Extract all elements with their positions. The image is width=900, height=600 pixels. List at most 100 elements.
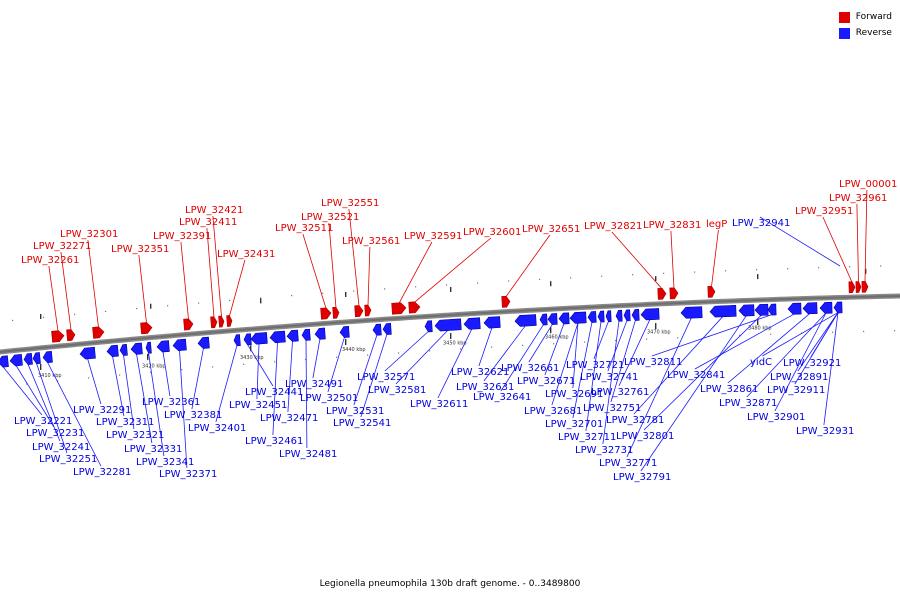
forward-gene (391, 302, 407, 315)
reverse-gene-label: LPW_32231 (26, 428, 84, 439)
minor-mark (291, 295, 293, 297)
reverse-gene-label: LPW_32741 (580, 372, 638, 383)
leader-line (551, 322, 579, 406)
reverse-gene-label: LPW_32611 (410, 399, 468, 410)
forward-legend-label: Forward (855, 12, 892, 22)
minor-mark (663, 272, 665, 274)
reverse-gene-label: LPW_32361 (142, 397, 200, 408)
leader-line (302, 233, 327, 309)
major-tick-top (865, 268, 867, 274)
leader-line (633, 316, 724, 415)
legend-forward: Forward (838, 9, 892, 25)
reverse-gene-label: LPW_32501 (300, 393, 358, 404)
minor-mark (105, 310, 107, 312)
reverse-gene (767, 303, 777, 316)
forward-gene-label: LPW_32651 (522, 224, 580, 235)
reverse-gene-label: LPW_32471 (260, 413, 318, 424)
reverse-gene (119, 343, 128, 356)
major-tick-top (260, 298, 262, 304)
leader-line (437, 328, 473, 399)
leader-line (47, 362, 102, 467)
reverse-gene (514, 314, 537, 327)
tick-label: 3480 kbp (748, 325, 772, 331)
forward-gene-label: LPW_32601 (463, 227, 521, 238)
forward-gene (707, 285, 716, 298)
reverse-gene (802, 302, 818, 315)
reverse-gene (605, 310, 612, 323)
major-tick-bottom (250, 345, 252, 352)
reverse-gene-label: LPW_32291 (73, 405, 131, 416)
minor-mark (26, 383, 28, 385)
leader-line (212, 215, 222, 317)
minor-mark (756, 269, 758, 271)
reverse-gene-label: LPW_32721 (566, 360, 624, 371)
minor-mark (74, 313, 76, 315)
reverse-gene-label: LPW_32861 (700, 384, 758, 395)
minor-mark (336, 356, 338, 358)
reverse-gene (539, 313, 548, 326)
leader-line (348, 208, 360, 307)
minor-mark (415, 286, 417, 288)
legend-reverse: Reverse (838, 25, 892, 41)
minor-mark (508, 280, 510, 282)
reverse-gene-label: LPW_32901 (747, 412, 805, 423)
tick-label: 3460 kbp (545, 335, 569, 341)
reverse-gene-label: LPW_32281 (73, 467, 131, 478)
leader-line (528, 323, 553, 363)
minor-mark (677, 337, 679, 339)
leader-line (327, 336, 345, 393)
major-tick-top (757, 274, 759, 280)
reverse-gene (587, 311, 597, 323)
reverse-gene (233, 334, 241, 347)
major-tick-top (150, 303, 152, 309)
major-tick-bottom (450, 333, 452, 339)
leader-line (2, 366, 43, 416)
leader-line (398, 241, 433, 304)
leader-line (822, 216, 853, 283)
leader-line (602, 320, 620, 445)
minor-mark (181, 369, 183, 371)
minor-mark (584, 341, 586, 343)
reverse-gene (424, 320, 433, 333)
leader-line (180, 241, 189, 320)
reverse-top-gene-label: LPW_32941 (732, 218, 790, 229)
reverse-gene (754, 303, 769, 316)
reverse-gene-label: LPW_32251 (39, 454, 97, 465)
reverse-gene-label: LPW_32221 (14, 416, 72, 427)
leader-line (823, 312, 839, 426)
leader-line (256, 343, 260, 400)
reverse-gene (9, 353, 23, 367)
major-tick-bottom (147, 353, 149, 360)
forward-gene (669, 287, 679, 300)
reverse-gene-label: LPW_32781 (606, 415, 664, 426)
reverse-gene-label: LPW_32661 (501, 363, 559, 374)
leader-line (395, 329, 449, 385)
reverse-gene (615, 309, 623, 322)
reverse-gene-label: LPW_32571 (357, 372, 415, 383)
minor-mark (460, 348, 462, 350)
tick-label: 3470 kbp (647, 330, 671, 336)
leader-line (48, 265, 59, 332)
tick-label: 3410 kbp (38, 373, 62, 379)
gene-arrows (0, 280, 869, 368)
major-tick-top (450, 287, 452, 292)
minor-mark (198, 302, 200, 304)
reverse-gene (32, 352, 41, 365)
leader-line (206, 227, 215, 318)
minor-mark (12, 319, 14, 321)
minor-mark (384, 288, 386, 290)
reverse-gene-label: LPW_32841 (667, 370, 725, 381)
leader-line (87, 239, 99, 328)
forward-gene-label: LPW_32561 (342, 236, 400, 247)
reverse-gene (250, 332, 268, 345)
minor-mark (739, 334, 741, 336)
forward-gene-label: legP (706, 219, 727, 230)
leader-line (607, 320, 628, 372)
leader-line (797, 312, 839, 372)
minor-mark (832, 331, 834, 333)
leader-line (247, 344, 274, 387)
minor-mark (570, 277, 572, 279)
reverse-gene (339, 325, 350, 338)
